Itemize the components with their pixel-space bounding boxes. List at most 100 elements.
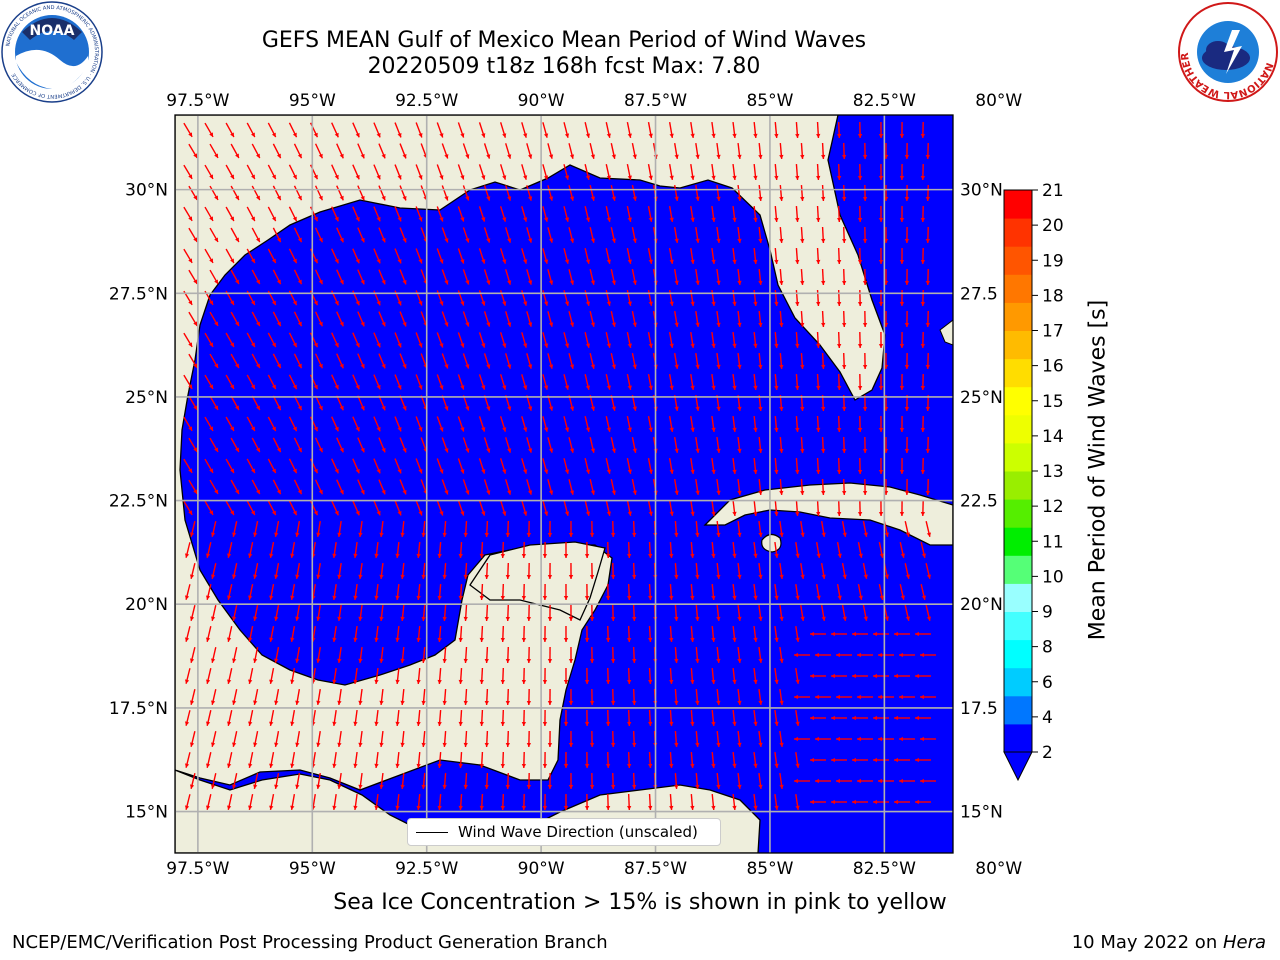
wave-arrowhead bbox=[374, 553, 379, 558]
wave-arrowhead bbox=[542, 680, 548, 684]
wave-arrowhead bbox=[437, 721, 442, 726]
wave-arrowhead bbox=[248, 595, 253, 600]
wave-arrowhead bbox=[227, 553, 232, 558]
wave-arrowhead bbox=[590, 154, 596, 159]
wave-arrowhead bbox=[209, 426, 214, 431]
wave-arrowhead bbox=[376, 384, 381, 390]
wave-arrowhead bbox=[353, 763, 358, 768]
wave-arrowhead bbox=[189, 658, 195, 663]
wave-arrowhead bbox=[590, 490, 596, 495]
wave-arrowhead bbox=[753, 679, 758, 684]
wave-arrowhead bbox=[632, 322, 637, 327]
map-legend: Wind Wave Direction (unscaled) bbox=[407, 818, 721, 846]
wave-arrowhead bbox=[610, 700, 616, 705]
wave-arrowhead bbox=[214, 363, 218, 368]
wave-arrowhead bbox=[569, 154, 575, 159]
wave-arrowhead bbox=[381, 321, 386, 327]
wave-arrowhead bbox=[255, 363, 260, 369]
wave-arrowhead bbox=[439, 469, 444, 474]
wave-arrowhead bbox=[337, 616, 342, 621]
wave-arrowhead bbox=[569, 364, 575, 369]
wave-arrowhead bbox=[360, 195, 365, 201]
wave-arrowhead bbox=[290, 763, 295, 768]
wave-arrowhead bbox=[711, 763, 716, 768]
wave-arrowhead bbox=[878, 428, 884, 432]
wave-arrowhead bbox=[648, 175, 653, 180]
wave-arrowhead bbox=[481, 175, 486, 180]
wave-arrowhead bbox=[481, 469, 486, 474]
wave-arrowhead bbox=[189, 700, 195, 705]
wave-arrowhead bbox=[669, 553, 674, 558]
wave-arrowhead bbox=[632, 364, 637, 369]
wave-arrowhead bbox=[232, 532, 237, 537]
wave-arrowhead bbox=[695, 322, 700, 327]
wave-arrowhead bbox=[862, 407, 868, 411]
wave-arrowhead bbox=[904, 407, 910, 411]
wave-arrowhead bbox=[484, 616, 489, 621]
wave-arrowhead bbox=[374, 679, 379, 684]
wave-arrowhead bbox=[857, 260, 863, 264]
wave-arrowhead bbox=[184, 553, 190, 558]
wave-arrowhead bbox=[648, 343, 653, 348]
wave-arrowhead bbox=[500, 763, 505, 768]
wave-arrowhead bbox=[355, 468, 360, 474]
wave-arrowhead bbox=[837, 469, 842, 474]
wave-arrowhead bbox=[926, 574, 932, 579]
wave-arrowhead bbox=[235, 489, 239, 495]
wave-arrowhead bbox=[486, 196, 491, 201]
wave-arrowhead bbox=[313, 132, 318, 138]
wave-arrowhead bbox=[276, 153, 281, 159]
wave-arrowhead bbox=[716, 700, 721, 705]
wave-arrowhead bbox=[568, 659, 574, 663]
wave-arrowhead bbox=[313, 384, 318, 390]
wave-arrowhead bbox=[774, 217, 779, 222]
wave-arrowhead bbox=[276, 363, 281, 369]
wave-arrowhead bbox=[379, 574, 384, 579]
wave-arrowhead bbox=[690, 511, 695, 516]
wave-arrowhead bbox=[500, 805, 505, 810]
lat-tick-right: 27.5 bbox=[960, 284, 998, 304]
lat-tick-right: 30°N bbox=[960, 181, 1003, 201]
wave-arrowhead bbox=[920, 217, 926, 222]
wave-arrowhead bbox=[899, 736, 903, 742]
wave-arrowhead bbox=[339, 153, 344, 159]
wave-arrowhead bbox=[193, 195, 198, 200]
wave-arrowhead bbox=[269, 595, 274, 600]
wave-arrowhead bbox=[418, 133, 423, 138]
wave-arrowhead bbox=[568, 617, 574, 621]
wave-arrowhead bbox=[795, 343, 800, 348]
lat-tick-left: 20°N bbox=[125, 595, 168, 615]
wave-arrowhead bbox=[355, 132, 360, 138]
wave-arrowhead bbox=[711, 637, 716, 642]
wave-arrowhead bbox=[402, 279, 407, 285]
wave-arrowhead bbox=[353, 721, 358, 726]
wave-arrowhead bbox=[295, 742, 300, 747]
wave-arrowhead bbox=[507, 490, 512, 495]
wave-arrowhead bbox=[376, 342, 381, 348]
wave-arrowhead bbox=[795, 175, 800, 180]
wave-arrowhead bbox=[674, 574, 679, 579]
wave-arrowhead bbox=[334, 342, 339, 348]
wave-arrowhead bbox=[505, 574, 511, 579]
wave-arrowhead bbox=[418, 427, 423, 432]
wave-arrowhead bbox=[460, 385, 465, 390]
wave-arrowhead bbox=[543, 385, 549, 390]
wave-arrowhead bbox=[632, 196, 637, 201]
wave-arrowhead bbox=[920, 652, 924, 658]
wave-arrowhead bbox=[332, 679, 337, 684]
colorbar-segment bbox=[1004, 555, 1032, 584]
wave-arrowhead bbox=[463, 616, 468, 621]
wave-arrowhead bbox=[444, 406, 449, 411]
wave-arrowhead bbox=[816, 427, 821, 432]
wave-arrowhead bbox=[841, 448, 847, 453]
wave-arrowhead bbox=[585, 385, 591, 390]
land-usa-mexico bbox=[175, 115, 886, 791]
wave-arrowhead bbox=[674, 700, 679, 705]
wave-arrowhead bbox=[737, 364, 742, 369]
wave-arrowhead bbox=[904, 239, 910, 243]
lat-tick-left: 30°N bbox=[125, 181, 168, 201]
wave-arrowhead bbox=[484, 532, 489, 537]
wave-arrowhead bbox=[831, 673, 835, 679]
wave-arrowhead bbox=[358, 616, 363, 621]
wave-arrowhead bbox=[276, 489, 281, 495]
